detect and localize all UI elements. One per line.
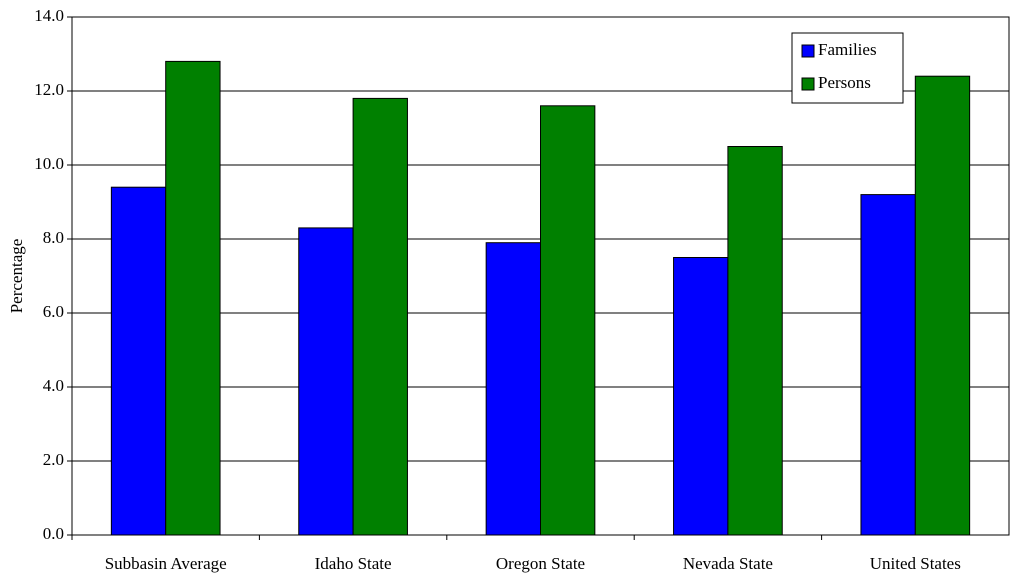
bar [673,257,729,536]
y-tick-label: 8.0 [43,228,64,247]
bar [727,146,783,536]
bar [860,194,916,536]
y-tick-label: 12.0 [34,80,64,99]
y-tick-label: 6.0 [43,302,64,321]
bar [914,75,971,536]
x-tick-label: Oregon State [496,554,585,573]
bar [110,186,167,536]
legend-label: Persons [818,73,871,92]
y-tick-label: 10.0 [34,154,64,173]
bar [485,242,541,536]
y-axis-label: Percentage [7,239,26,314]
legend-box [791,32,904,104]
y-tick-label: 2.0 [43,450,64,469]
legend-label: Families [818,40,877,59]
bar [298,227,354,536]
bar [540,105,596,536]
x-tick-label: Idaho State [315,554,392,573]
x-tick-label: United States [870,554,961,573]
legend-swatch [801,44,815,58]
y-tick-label: 14.0 [34,6,64,25]
x-tick-label: Subbasin Average [105,554,227,573]
x-tick-label: Nevada State [683,554,773,573]
y-tick-label: 0.0 [43,524,64,543]
bar [165,60,221,536]
legend-swatch [801,77,815,91]
y-tick-label: 4.0 [43,376,64,395]
bar [352,97,408,536]
